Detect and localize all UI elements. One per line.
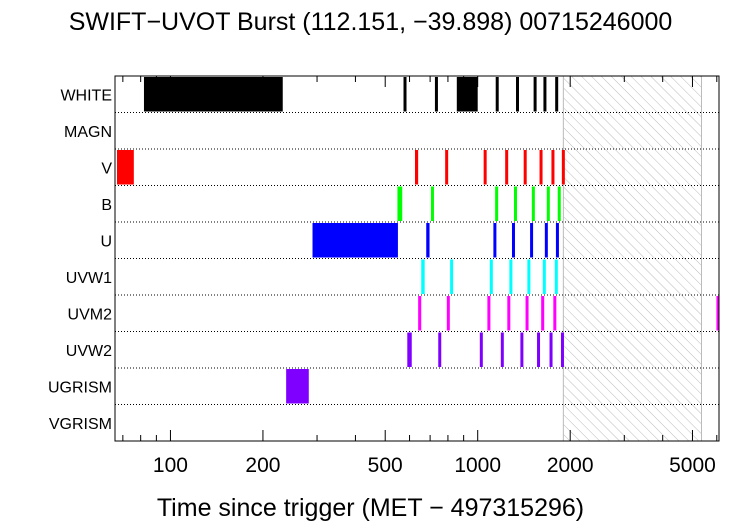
exposure-bar-v [523,150,527,185]
x-tick-label: 5000 [669,454,716,477]
exposure-bar-uvm2 [418,296,422,331]
exposure-bar-white [434,77,438,112]
row-label-ugrism: UGRISM [48,379,112,396]
exposure-bar-v [445,150,449,185]
exposure-bar-uvm2 [446,296,450,331]
exposure-bar-v [117,150,134,185]
exposure-bar-u [426,223,430,258]
exposure-bar-uvw2 [479,332,483,367]
exposure-bar-uvw2 [549,332,553,367]
exposure-bar-white [515,77,519,112]
exposure-bar-v [551,150,555,185]
exposure-bar-uvw2 [407,332,412,367]
x-tick-label: 200 [245,454,280,477]
exposure-bar-v [483,150,487,185]
exposure-bar-u [511,223,515,258]
exposure-bar-ugrism [286,369,309,404]
exposure-bar-uvm2 [487,296,491,331]
exposure-bar-uvw2 [438,332,442,367]
exposure-bar-white [456,77,478,112]
x-tick-label: 500 [368,454,403,477]
exposure-bar-white [543,77,547,112]
exposure-bar-u [493,223,497,258]
row-label-uvw2: UVW2 [66,343,112,360]
unavailable-region [562,75,702,442]
row-label-uvm2: UVM2 [68,306,113,323]
exposure-bar-uvw1 [450,259,454,294]
exposure-bar-uvw2 [520,332,524,367]
chart-title: SWIFT−UVOT Burst (112.151, −39.898) 0071… [68,8,673,36]
exposure-bar-uvm2 [525,296,529,331]
exposure-bar-b [397,186,403,221]
exposure-bar-u [544,223,548,258]
exposure-bar-uvw1 [489,259,493,294]
exposure-bar-uvw1 [421,259,425,294]
exposure-bar-uvm2 [541,296,545,331]
x-tick-label: 2000 [547,454,594,477]
exposure-bar-white [555,77,559,112]
exposure-bar-u [530,223,534,258]
exposure-bar-white [143,77,283,112]
exposure-bar-b [430,186,434,221]
exposure-bar-uvw1 [509,259,513,294]
exposure-bar-uvw1 [527,259,531,294]
exposure-bar-v [414,150,419,185]
row-label-white: WHITE [60,87,112,104]
exposure-bar-b [546,186,550,221]
exposure-bar-uvm2 [507,296,511,331]
row-label-magn: MAGN [64,124,112,141]
row-label-uvw1: UVW1 [66,270,112,287]
exposure-bar-v [505,150,509,185]
exposure-bar-white [495,77,499,112]
exposure-bar-white [533,77,537,112]
row-label-b: B [101,197,112,214]
exposure-bar-u [312,223,398,258]
exposure-bar-b [557,186,561,221]
exposure-bar-v [561,150,565,185]
x-axis-label: Time since trigger (MET − 497315296) [156,494,585,522]
exposure-bar-u [555,223,559,258]
exposure-bar-uvm2 [553,296,557,331]
row-label-u: U [100,233,112,250]
exposure-bar-uvw2 [500,332,504,367]
exposure-bar-white [403,77,407,112]
exposure-bar-v [539,150,543,185]
exposure-bar-b [514,186,518,221]
exposure-bar-uvw1 [554,259,558,294]
x-tick-label: 100 [153,454,188,477]
exposure-bar-uvm2 [716,296,720,331]
exposure-bar-uvw2 [537,332,541,367]
exposure-bar-b [495,186,499,221]
exposure-bar-uvw1 [542,259,546,294]
x-tick-label: 1000 [454,454,501,477]
exposure-bar-uvw2 [560,332,564,367]
row-label-v: V [101,160,112,177]
plot-frame [114,75,720,442]
exposure-bar-b [531,186,535,221]
row-label-vgrism: VGRISM [49,416,112,433]
